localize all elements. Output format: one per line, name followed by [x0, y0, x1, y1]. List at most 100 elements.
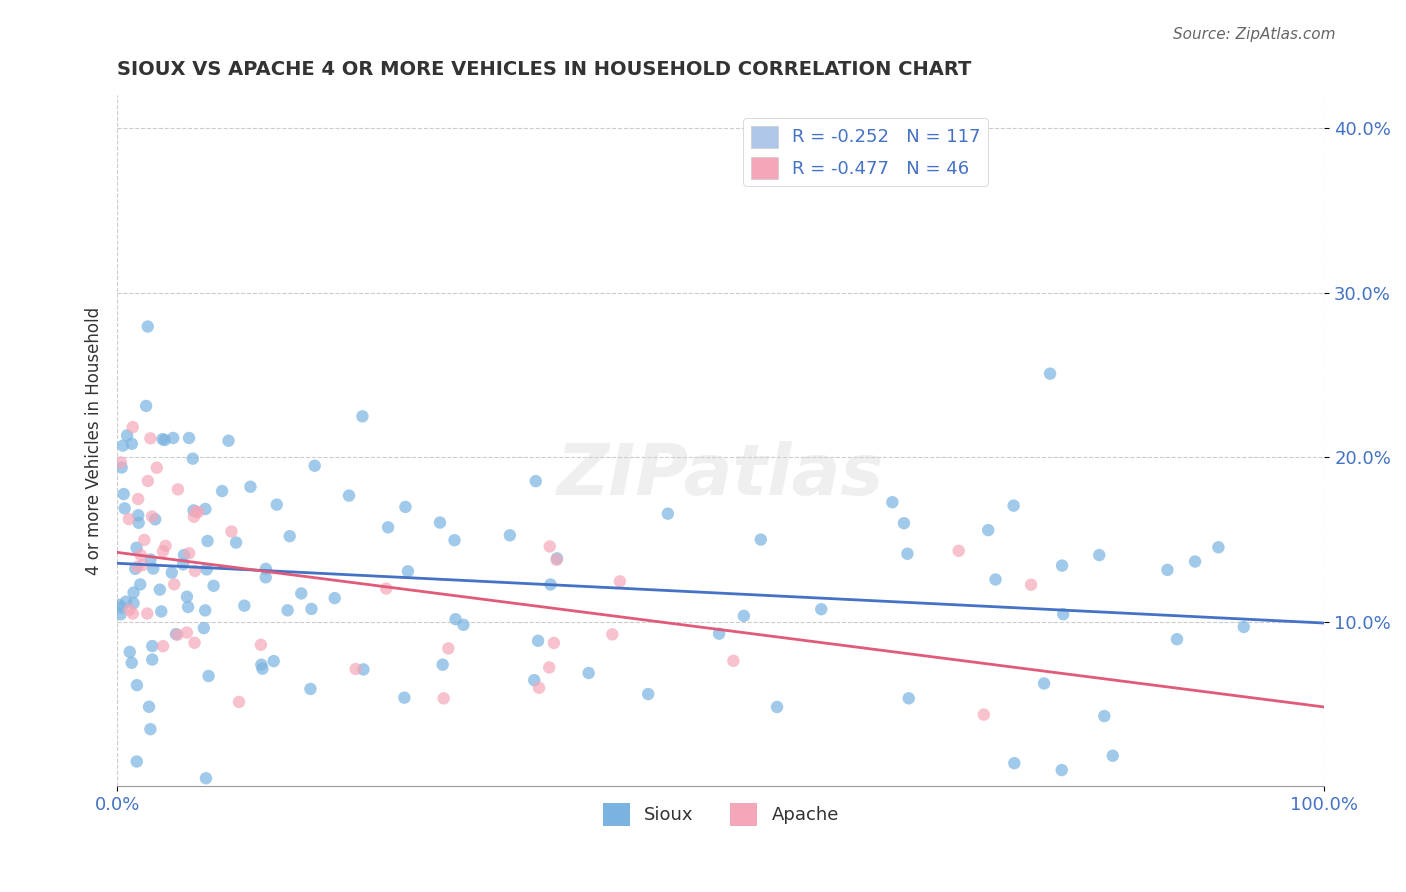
Text: SIOUX VS APACHE 4 OR MORE VEHICLES IN HOUSEHOLD CORRELATION CHART: SIOUX VS APACHE 4 OR MORE VEHICLES IN HO… [117, 60, 972, 78]
Sioux [453, 617, 475, 632]
Sioux [1002, 499, 1025, 513]
Sioux [149, 582, 172, 597]
Apache [141, 509, 163, 524]
Sioux [637, 687, 659, 701]
Apache [184, 505, 207, 519]
Sioux [183, 503, 205, 517]
Sioux [122, 585, 145, 599]
Apache [179, 546, 201, 560]
Sioux [136, 319, 159, 334]
Sioux [197, 669, 219, 683]
Apache [600, 627, 623, 641]
Apache [110, 456, 132, 470]
Sioux [1033, 676, 1056, 690]
Apache [134, 533, 156, 547]
Sioux [352, 409, 374, 424]
Apache [121, 420, 143, 434]
Apache [136, 474, 159, 488]
Sioux [578, 665, 600, 680]
Sioux [160, 566, 183, 580]
Sioux [197, 533, 219, 548]
Apache [543, 636, 565, 650]
Sioux [277, 603, 299, 617]
Apache [538, 540, 561, 554]
Sioux [290, 586, 312, 600]
Sioux [893, 516, 915, 531]
Sioux [377, 520, 399, 534]
Sioux [193, 621, 215, 635]
Apache [437, 641, 460, 656]
Sioux [546, 551, 568, 566]
Sioux [115, 428, 138, 442]
Apache [118, 603, 141, 617]
Apache [155, 539, 177, 553]
Sioux [523, 673, 546, 688]
Sioux [1088, 548, 1111, 562]
Apache [1019, 578, 1042, 592]
Sioux [111, 439, 134, 453]
Sioux [250, 657, 273, 672]
Apache [433, 691, 456, 706]
Sioux [194, 502, 217, 516]
Apache [250, 638, 273, 652]
Apache [228, 695, 250, 709]
Sioux [263, 654, 285, 668]
Sioux [141, 639, 163, 653]
Apache [152, 544, 174, 558]
Sioux [195, 562, 218, 576]
Apache [183, 509, 205, 524]
Sioux [444, 612, 467, 626]
Sioux [254, 570, 277, 584]
Sioux [1052, 607, 1074, 622]
Sioux [1233, 620, 1256, 634]
Sioux [111, 460, 134, 475]
Sioux [139, 552, 162, 566]
Apache [118, 512, 141, 526]
Sioux [657, 507, 679, 521]
Sioux [266, 498, 288, 512]
Sioux [766, 700, 789, 714]
Sioux [202, 579, 225, 593]
Sioux [1166, 632, 1188, 647]
Sioux [176, 590, 198, 604]
Sioux [749, 533, 772, 547]
Apache [166, 628, 188, 642]
Sioux [1039, 367, 1062, 381]
Sioux [323, 591, 346, 606]
Apache [344, 662, 367, 676]
Sioux [254, 562, 277, 576]
Text: Source: ZipAtlas.com: Source: ZipAtlas.com [1173, 27, 1336, 42]
Sioux [173, 548, 195, 562]
Sioux [524, 474, 547, 488]
Apache [538, 660, 561, 674]
Sioux [443, 533, 465, 548]
Sioux [127, 508, 149, 523]
Apache [152, 639, 174, 653]
Sioux [114, 501, 136, 516]
Sioux [394, 690, 416, 705]
Sioux [122, 596, 145, 610]
Sioux [984, 573, 1007, 587]
Sioux [121, 437, 143, 451]
Legend: Sioux, Apache: Sioux, Apache [596, 797, 846, 833]
Sioux [150, 604, 173, 618]
Sioux [432, 657, 454, 672]
Apache [609, 574, 631, 589]
Sioux [152, 432, 174, 446]
Sioux [299, 681, 322, 696]
Sioux [125, 678, 148, 692]
Sioux [1092, 709, 1115, 723]
Sioux [540, 577, 562, 591]
Sioux [897, 691, 920, 706]
Apache [127, 559, 149, 574]
Sioux [211, 484, 233, 499]
Sioux [218, 434, 240, 448]
Sioux [278, 529, 301, 543]
Sioux [135, 399, 157, 413]
Apache [121, 607, 143, 621]
Sioux [128, 516, 150, 530]
Sioux [1184, 554, 1206, 568]
Apache [145, 460, 167, 475]
Apache [948, 543, 970, 558]
Apache [184, 564, 207, 578]
